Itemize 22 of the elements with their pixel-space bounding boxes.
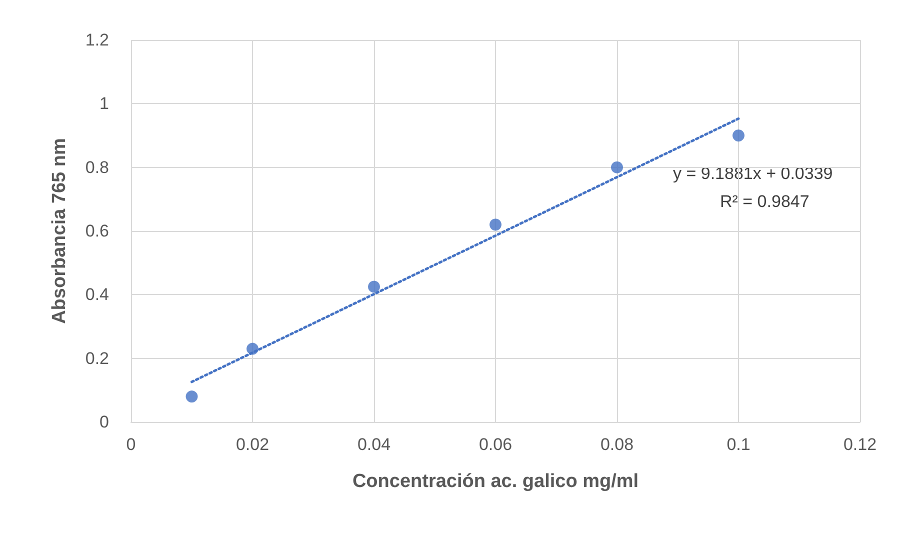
- x-tick-label: 0: [126, 435, 136, 454]
- x-tick-label: 0.12: [843, 435, 877, 454]
- x-tick-label: 0.02: [236, 435, 270, 454]
- y-axis-title: Absorbancia 765 nm: [49, 138, 70, 324]
- y-tick-label: 1.2: [85, 30, 109, 50]
- point: [732, 130, 744, 142]
- point: [490, 218, 502, 231]
- y-tick-label: 0.2: [85, 348, 109, 368]
- y-tick-label: 0.8: [85, 158, 109, 177]
- y-tick-label: 0.4: [85, 285, 109, 304]
- x-tick-label: 0.08: [600, 435, 634, 454]
- point: [611, 161, 623, 174]
- point: [368, 280, 380, 293]
- x-tick-label: 0.06: [478, 435, 512, 454]
- point: [186, 390, 198, 403]
- y-tick-label: 0: [100, 412, 109, 432]
- x-tick-label: 0.1: [726, 435, 750, 454]
- y-tick-label: 0.6: [85, 222, 109, 240]
- x-tick-label: 0.04: [357, 435, 391, 454]
- x-axis-title: Concentración ac. galico mg/ml: [352, 471, 639, 492]
- annotation: R² = 0.9847: [720, 192, 810, 211]
- y-tick-label: 1: [100, 94, 109, 114]
